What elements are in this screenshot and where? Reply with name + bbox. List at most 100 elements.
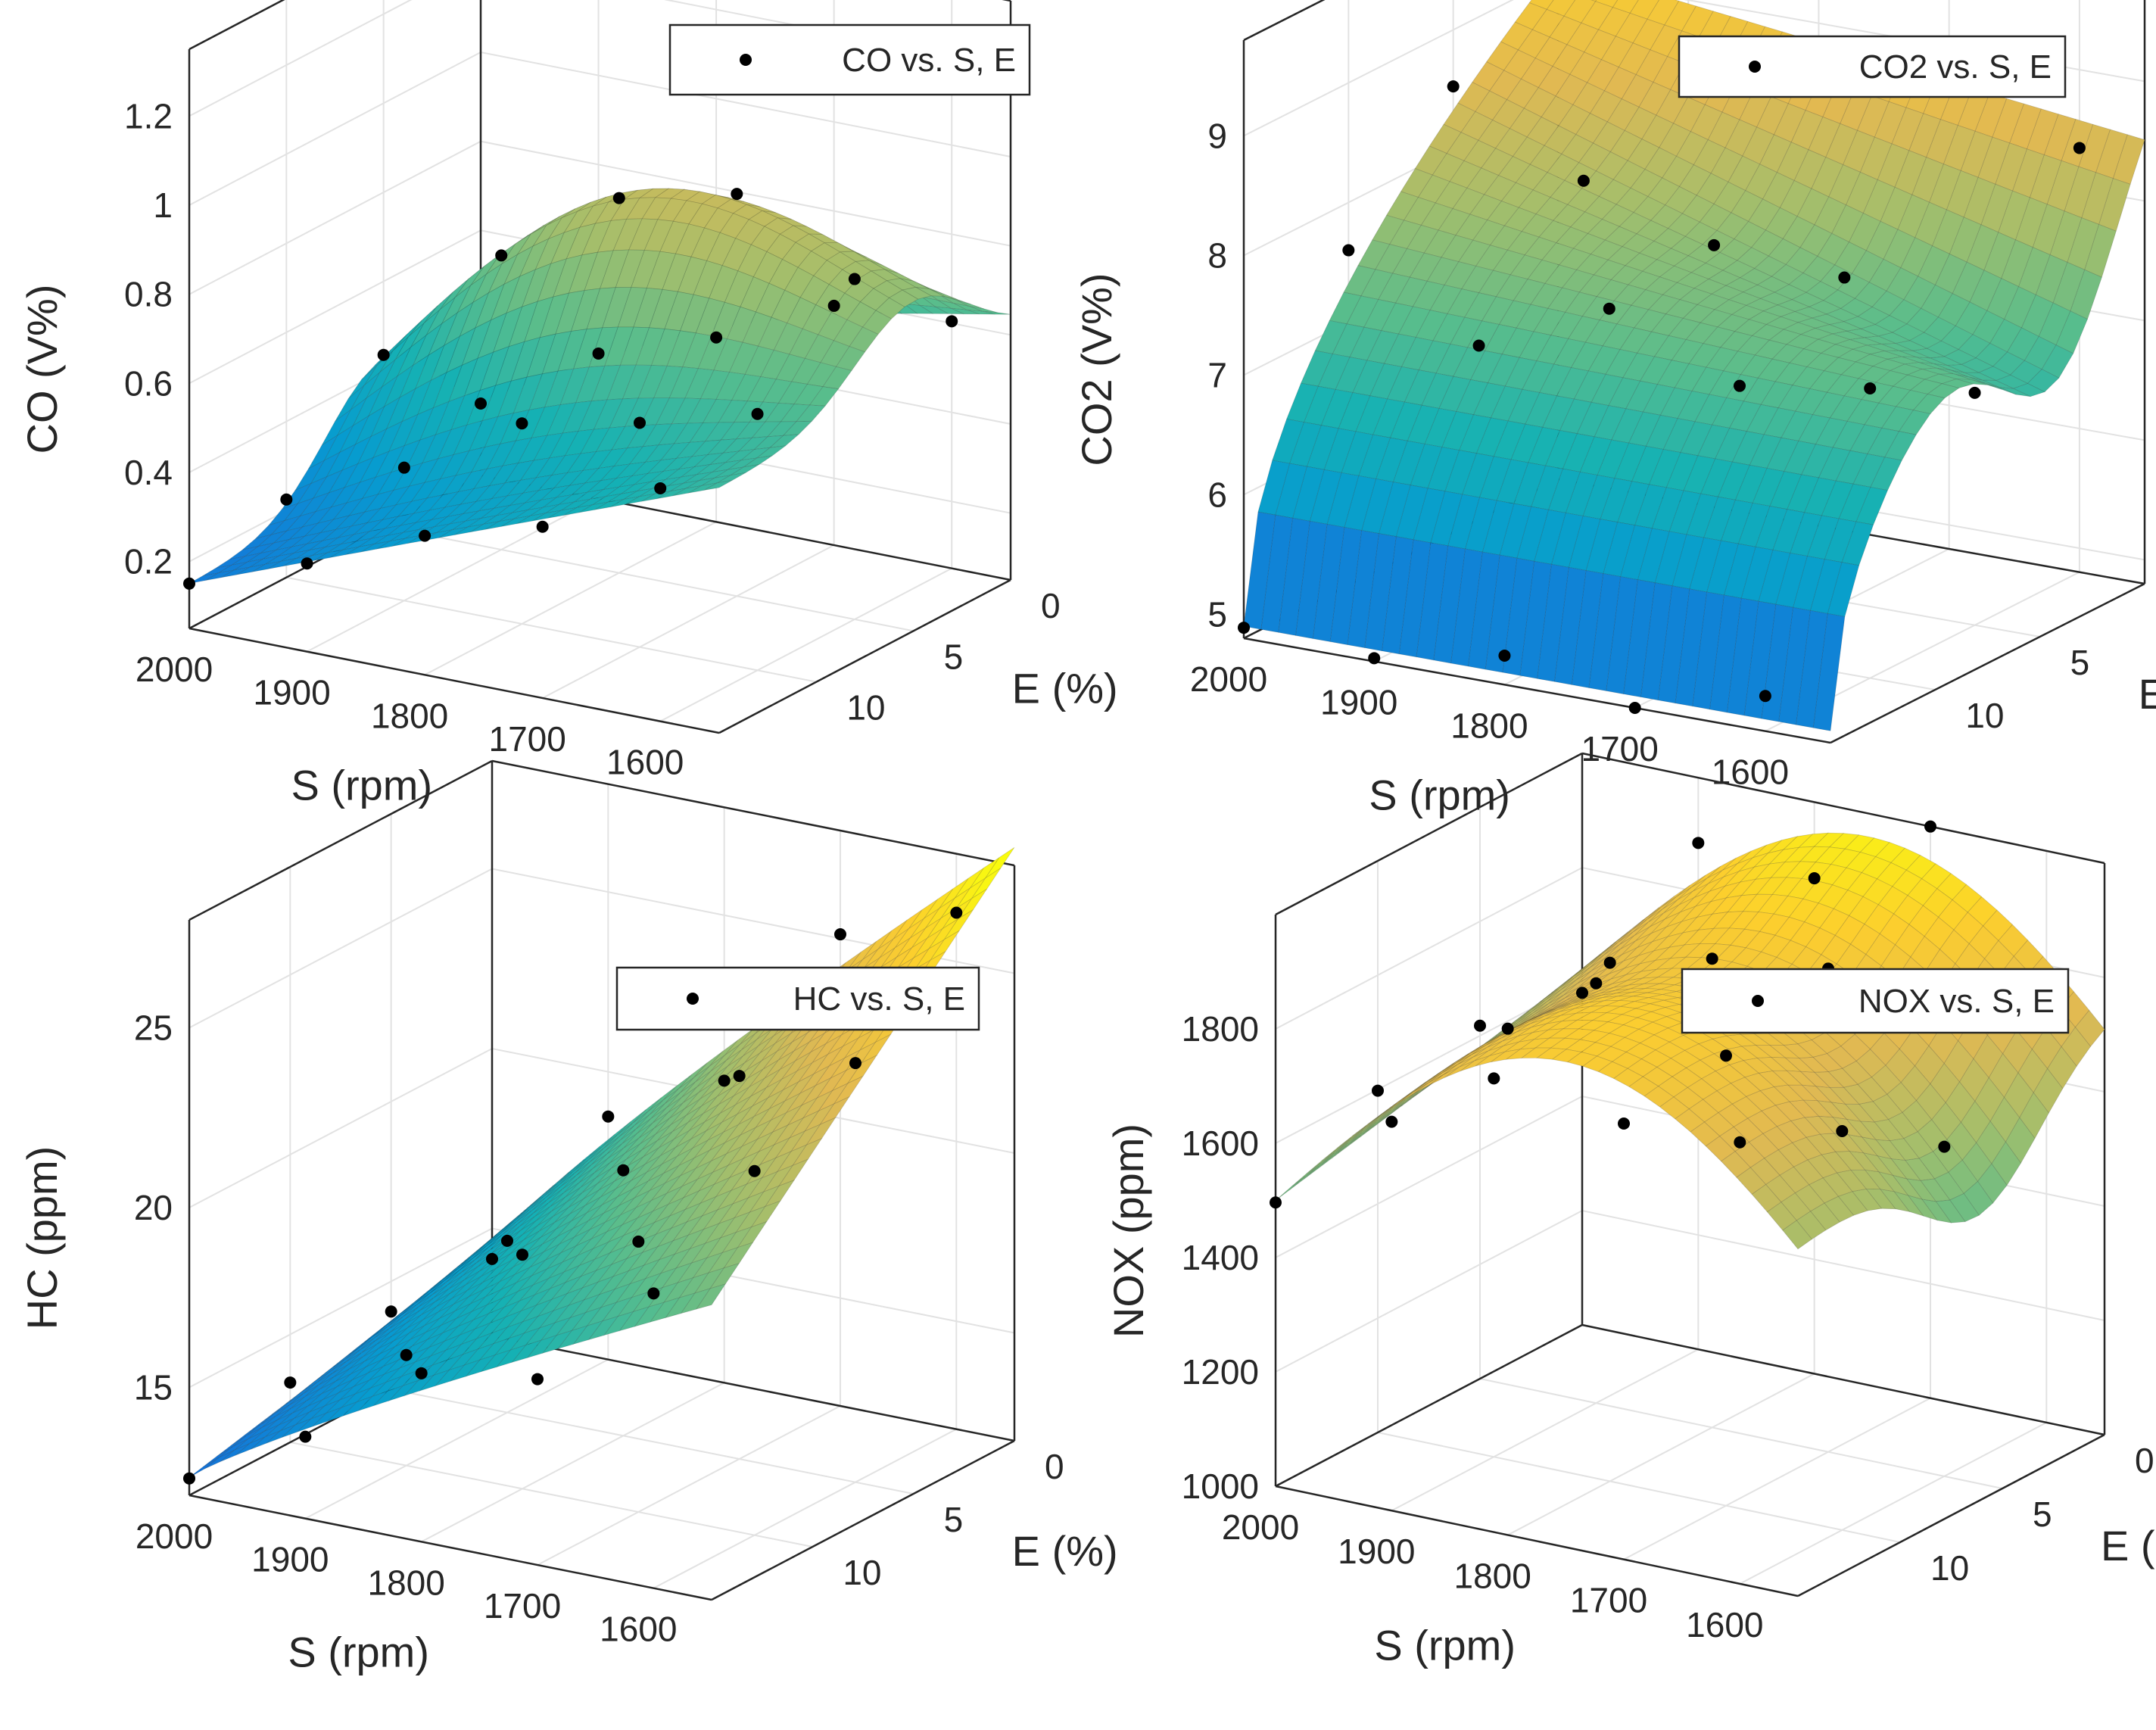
x-tick-label: 1900 [253, 673, 330, 712]
axis-edge [188, 1494, 712, 1601]
tick-labels: 20001900180017001600051056789 [1190, 116, 2090, 791]
data-point [377, 348, 390, 361]
grid-line [659, 567, 952, 722]
axis-edge [1581, 752, 2105, 865]
scatter-points [183, 906, 963, 1485]
z-tick-label: 1000 [1182, 1467, 1259, 1506]
data-point [1706, 952, 1718, 965]
x-tick-label: 1800 [371, 696, 448, 735]
z-tick-label: 8 [1207, 235, 1227, 275]
grid-line [304, 1358, 609, 1520]
data-point [1618, 1117, 1630, 1130]
scatter-points [183, 188, 958, 590]
data-point [183, 577, 195, 590]
data-point [415, 1367, 428, 1379]
grid-line [290, 1442, 813, 1548]
axis-edge [491, 1335, 1015, 1442]
tick-labels: 2000 1900 1800 1700 1600 0 5 10 0.2 0.4 0.6 0.8 1 1.2 [124, 96, 1061, 781]
z-tick-label: 1 [153, 185, 173, 225]
data-point [516, 1248, 528, 1261]
data-point [731, 188, 743, 201]
data-point [1720, 1049, 1732, 1062]
data-point [592, 347, 605, 360]
z-axis-label: NOX (ppm) [1104, 1124, 1152, 1338]
data-point [495, 249, 508, 262]
data-point [1838, 271, 1851, 284]
legend-label: HC vs. S, E [793, 980, 965, 1018]
y-tick-label: 10 [846, 688, 885, 728]
grid-line [424, 521, 717, 676]
data-point [486, 1252, 498, 1265]
chart-nox: 2000 1900 1800 1700 1600 0 5 10 1000 1200 1400 1600… [1104, 752, 2156, 1669]
x-tick-label: 2000 [136, 650, 213, 689]
data-point [501, 1234, 513, 1247]
axis-edge [1830, 582, 2145, 744]
z-tick-label: 6 [1207, 475, 1227, 514]
x-tick-label: 1700 [488, 719, 565, 759]
z-tick-label: 9 [1207, 116, 1227, 155]
grid-line [542, 544, 835, 699]
axis-edge [188, 0, 285, 51]
data-point [284, 1376, 297, 1389]
data-point [1342, 244, 1355, 257]
fitted-surface [1275, 832, 2105, 1250]
data-point [950, 906, 963, 919]
data-point [632, 1235, 645, 1248]
fitted-surface [188, 188, 1011, 584]
y-tick-label: 0 [2135, 1441, 2154, 1480]
x-axis-label: S (rpm) [1369, 771, 1510, 819]
grid-line [286, 576, 817, 683]
data-point [1270, 1196, 1282, 1209]
data-point [1603, 302, 1615, 315]
axis-edge [188, 627, 720, 734]
x-axis-label: S (rpm) [288, 1629, 429, 1676]
data-point [1385, 1115, 1398, 1128]
axis-edge [1243, 0, 1326, 42]
data-point [280, 493, 293, 506]
legend-marker [687, 993, 699, 1005]
scatter-points [1238, 36, 2086, 714]
data-point [1628, 702, 1641, 714]
z-tick-label: 20 [134, 1188, 173, 1227]
x-axis-label: S (rpm) [291, 762, 432, 809]
data-point [617, 1164, 630, 1177]
z-tick-label: 1400 [1182, 1238, 1259, 1277]
data-point [1498, 650, 1511, 662]
grid-line [421, 1382, 725, 1543]
data-point [1577, 174, 1590, 187]
chart-hc: 2000 1900 1800 1700 1600 0 5 10 15 20 25 S (rpm) E (… [18, 759, 1118, 1676]
data-point [602, 1110, 615, 1123]
z-axis-label: HC (ppm) [18, 1146, 66, 1330]
data-point [827, 299, 840, 312]
data-point [612, 192, 625, 204]
data-point [1238, 622, 1250, 634]
data-point [183, 1472, 195, 1485]
surface-patch [985, 846, 1015, 879]
legend: HC vs. S, E [615, 966, 980, 1031]
y-tick-label: 0 [1045, 1447, 1064, 1486]
legend: NOX vs. S, E [1681, 968, 2070, 1034]
grid-line [1507, 1373, 1815, 1536]
data-point [647, 1287, 660, 1300]
data-point [1924, 820, 1936, 833]
z-tick-label: 0.4 [124, 453, 173, 492]
surface-patch [1413, 1074, 1444, 1094]
data-point [1501, 1022, 1514, 1035]
data-point [1692, 837, 1705, 849]
axis-edge [1275, 752, 1583, 916]
x-tick-label: 1900 [1338, 1532, 1415, 1571]
data-point [1808, 872, 1821, 885]
x-tick-label: 1700 [484, 1586, 561, 1626]
axis-edge [1243, 637, 1831, 744]
tick-labels: 2000 1900 1800 1700 1600 0 5 10 1000 1200 1400 1600… [1182, 1009, 2154, 1644]
data-point [1474, 1019, 1486, 1032]
data-point [946, 315, 958, 328]
grid-line [537, 1405, 841, 1566]
x-tick-label: 1700 [1570, 1581, 1647, 1620]
legend: CO2 vs. S, E [1678, 35, 2067, 98]
y-tick-label: 5 [2070, 643, 2090, 682]
legend: CO vs. S, E [668, 23, 1031, 96]
x-tick-label: 1800 [1453, 1556, 1531, 1595]
data-point [1759, 690, 1771, 703]
